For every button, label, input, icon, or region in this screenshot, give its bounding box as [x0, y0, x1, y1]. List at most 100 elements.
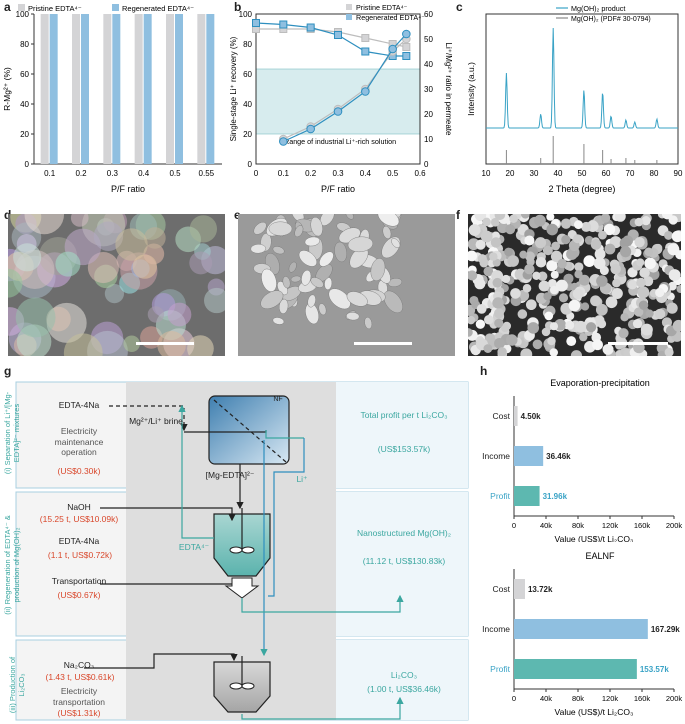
data-point — [279, 20, 288, 29]
sphere — [532, 339, 543, 350]
sphere — [572, 288, 584, 300]
sphere — [590, 239, 602, 250]
bar — [514, 619, 648, 639]
sphere — [640, 323, 653, 336]
legend-label: Regenerated EDTA⁴⁻ — [122, 4, 194, 13]
series-line — [256, 28, 407, 48]
sphere — [520, 214, 530, 219]
x-tick-label: 0.5 — [169, 169, 181, 178]
sphere — [664, 347, 674, 356]
x-tick-label: 70 — [626, 169, 635, 178]
sphere — [605, 296, 618, 309]
section-2-label: (ii) Regeneration of EDTA⁴⁻ & production… — [3, 515, 21, 615]
panel-label-h: h — [480, 364, 488, 378]
y-tick-label: 20 — [20, 130, 29, 139]
s3-product-value: (1.00 t, US$36.46k) — [367, 684, 441, 694]
sphere — [494, 214, 506, 221]
data-point — [252, 19, 260, 27]
sphere — [664, 231, 673, 240]
sphere — [522, 283, 532, 293]
sphere — [671, 230, 681, 243]
x-tick-label: 0.1 — [278, 169, 290, 178]
sphere — [505, 334, 518, 346]
chart-title: Evaporation-precipitation — [550, 378, 650, 388]
platelet — [290, 275, 302, 283]
sphere — [668, 269, 681, 282]
platelet — [377, 214, 400, 227]
x-tick-label: 160k — [634, 694, 651, 703]
s1-cost: (US$0.30k) — [57, 466, 101, 476]
legend-swatch — [346, 14, 352, 20]
sphere — [500, 323, 510, 333]
platelet — [334, 241, 348, 263]
sphere — [672, 319, 681, 332]
bar — [514, 446, 544, 466]
sphere — [619, 237, 632, 249]
sphere — [468, 250, 478, 262]
platelet — [345, 214, 354, 220]
flake-cluster — [189, 251, 213, 275]
band-label: Range of industrial Li⁺-rich solution — [284, 137, 396, 146]
sphere — [657, 350, 666, 356]
sphere — [490, 217, 500, 227]
s3-utilities: Electricity transportation — [53, 686, 105, 707]
x-tick-label: 0.6 — [414, 169, 426, 178]
flake-cluster — [123, 335, 140, 353]
data-point — [388, 44, 397, 54]
sphere — [475, 239, 486, 250]
sphere — [561, 235, 571, 245]
x-tick-label: 0 — [254, 169, 259, 178]
platelet — [370, 258, 386, 281]
bar — [81, 14, 89, 164]
data-point — [361, 87, 370, 96]
panel-label-g: g — [4, 364, 12, 378]
sphere — [574, 320, 587, 333]
data-point — [306, 23, 315, 32]
sphere — [573, 220, 583, 230]
series-line — [255, 22, 407, 57]
sphere — [612, 278, 621, 288]
sphere — [583, 255, 596, 267]
platelet — [387, 278, 403, 287]
sphere — [668, 281, 677, 291]
sphere — [468, 270, 478, 281]
platelet — [391, 238, 401, 249]
left-tick-label: 100 — [239, 10, 253, 19]
sphere — [532, 271, 541, 280]
bar — [166, 14, 174, 164]
complex-label: [Mg-EDTA]²⁻ — [205, 470, 255, 480]
s1-utilities: Electricity maintenance operation — [54, 426, 104, 458]
legend-label: Pristine EDTA⁴⁻ — [356, 3, 408, 12]
category-label: Cost — [493, 411, 511, 421]
panel-label-a: a — [4, 0, 11, 14]
sphere — [610, 263, 621, 275]
category-label: Profit — [490, 491, 510, 501]
sphere — [547, 336, 556, 346]
sphere — [507, 255, 519, 267]
x-tick-label: 80k — [572, 694, 584, 703]
sphere — [595, 303, 608, 316]
s3-cost: (US$1.31k) — [57, 708, 101, 718]
s3-product: Li₂CO₃ — [390, 670, 418, 680]
s2-transport-cost: (US$0.67k) — [57, 590, 101, 600]
sphere — [614, 214, 626, 222]
x-tick-label: 80 — [650, 169, 659, 178]
sphere — [480, 230, 493, 243]
data-label: 36.46k — [546, 452, 571, 461]
bar — [514, 579, 525, 599]
x-tick-label: 40k — [540, 521, 552, 530]
platelet — [301, 269, 312, 286]
sphere — [590, 295, 601, 307]
sphere — [598, 230, 607, 240]
sphere — [568, 299, 581, 312]
platelet — [310, 216, 323, 237]
s2-naoh: NaOH — [67, 502, 91, 512]
data-label: 13.72k — [528, 585, 553, 594]
platelet — [278, 298, 289, 314]
sphere — [619, 246, 632, 258]
platelet — [304, 236, 320, 247]
platelet — [310, 277, 324, 288]
flake-cluster — [189, 215, 218, 243]
sphere — [668, 215, 678, 225]
sphere — [578, 274, 590, 286]
